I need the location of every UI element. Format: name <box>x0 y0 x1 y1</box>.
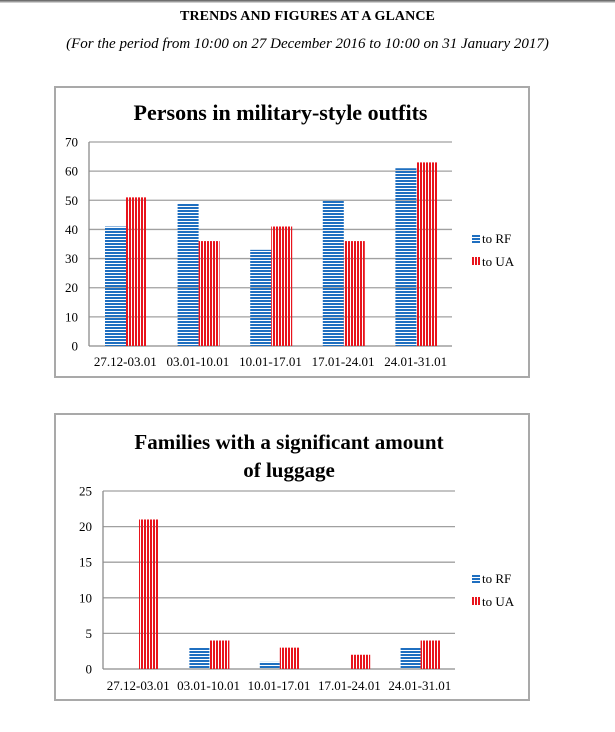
y-tick-label: 0 <box>72 339 79 354</box>
legend-swatch-to-rf <box>472 578 480 580</box>
y-tick-label: 50 <box>65 193 78 208</box>
y-tick-label: 70 <box>65 135 78 150</box>
legend-label-to-ua: to UA <box>482 594 515 609</box>
y-tick-label: 60 <box>65 164 78 179</box>
bar-to-ua <box>209 640 230 669</box>
bar-to-ua <box>279 647 300 669</box>
x-tick-label: 24.01-31.01 <box>388 678 451 693</box>
bar-to-ua <box>343 241 365 346</box>
bar-to-ua <box>139 519 159 669</box>
x-tick-label: 10.01-17.01 <box>239 354 302 369</box>
x-tick-label: 03.01-10.01 <box>177 678 240 693</box>
x-tick-label: 03.01-10.01 <box>166 354 229 369</box>
bar-to-ua <box>416 162 438 346</box>
legend-swatch-to-ua <box>472 257 474 265</box>
y-tick-label: 10 <box>65 309 78 324</box>
legend-swatch-to-rf <box>472 581 480 583</box>
y-tick-label: 15 <box>79 555 92 570</box>
y-tick-label: 30 <box>65 251 78 266</box>
y-tick-label: 20 <box>65 280 78 295</box>
legend-swatch-to-rf <box>472 575 480 577</box>
legend-swatch-to-rf <box>472 235 480 237</box>
bar-to-rf <box>400 647 421 669</box>
chart-title-line: of luggage <box>243 458 335 482</box>
legend-label-to-rf: to RF <box>482 571 511 586</box>
y-tick-label: 25 <box>79 484 92 499</box>
legend-swatch-to-ua <box>478 597 480 605</box>
bar-to-rf <box>177 203 199 346</box>
bar-to-rf <box>259 661 280 669</box>
y-tick-label: 5 <box>86 626 93 641</box>
y-tick-label: 20 <box>79 519 92 534</box>
bar-to-rf <box>189 647 210 669</box>
legend-swatch-to-rf <box>472 238 480 240</box>
legend-swatch-to-ua <box>472 597 474 605</box>
x-tick-label: 17.01-24.01 <box>318 678 381 693</box>
legend-label-to-rf: to RF <box>482 231 511 246</box>
x-tick-label: 17.01-24.01 <box>312 354 375 369</box>
x-tick-label: 27.12-03.01 <box>107 678 170 693</box>
bar-to-rf <box>395 168 417 346</box>
page-title: TRENDS AND FIGURES AT A GLANCE <box>180 9 435 24</box>
page-top-edge <box>0 0 615 3</box>
bar-to-rf <box>250 249 272 346</box>
y-tick-label: 40 <box>65 222 78 237</box>
bar-to-ua <box>420 640 441 669</box>
legend-swatch-to-ua <box>478 257 480 265</box>
x-tick-label: 24.01-31.01 <box>384 354 447 369</box>
x-tick-label: 10.01-17.01 <box>248 678 311 693</box>
y-tick-label: 0 <box>86 662 93 677</box>
bar-to-rf <box>322 200 344 346</box>
legend-swatch-to-rf <box>472 241 480 243</box>
bar-to-ua <box>198 241 220 346</box>
bar-to-ua <box>271 226 293 346</box>
bar-to-ua <box>350 654 371 669</box>
page-subtitle: (For the period from 10:00 on 27 Decembe… <box>66 36 549 52</box>
bar-to-ua <box>126 197 147 346</box>
legend-swatch-to-ua <box>475 257 477 265</box>
bar-to-rf <box>105 226 126 346</box>
x-tick-label: 27.12-03.01 <box>94 354 157 369</box>
legend-label-to-ua: to UA <box>482 254 515 269</box>
y-tick-label: 10 <box>79 590 92 605</box>
legend-swatch-to-ua <box>475 597 477 605</box>
chart-title-line: Persons in military-style outfits <box>134 100 428 125</box>
chart-title-line: Families with a significant amount <box>134 430 443 454</box>
